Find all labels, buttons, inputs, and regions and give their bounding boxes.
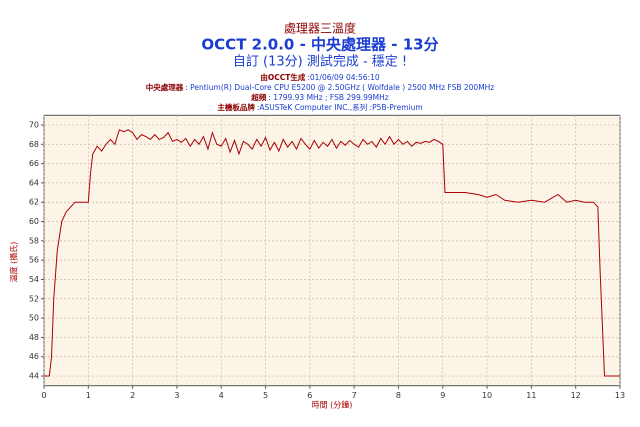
info-label: 由OCCT生成 — [260, 72, 305, 82]
x-tick-label: 13 — [615, 391, 625, 400]
y-tick-label: 44 — [29, 372, 39, 381]
x-tick-label: 1 — [86, 391, 91, 400]
y-tick-label: 66 — [29, 159, 39, 168]
y-tick-label: 54 — [29, 275, 39, 284]
y-tick-label: 52 — [29, 294, 39, 303]
chart-status: 自訂 (13分) 測試完成 - 穩定 ! — [233, 54, 407, 70]
x-axis-label: 時間 (分鐘) — [312, 400, 353, 410]
info-line: 中央處理器: Pentium(R) Dual-Core CPU E5200 @ … — [146, 82, 495, 92]
x-tick-label: 3 — [174, 391, 179, 400]
x-tick-label: 9 — [440, 391, 445, 400]
y-tick-label: 60 — [29, 217, 39, 226]
x-tick-label: 11 — [526, 391, 536, 400]
plot-area — [43, 114, 621, 387]
x-tick-label: 5 — [263, 391, 268, 400]
info-value: : 1799.93 MHz ; FSB 299.99MHz — [268, 93, 388, 102]
temperature-line — [44, 129, 620, 377]
y-tick-label: 56 — [29, 256, 39, 265]
info-label: 超頻 — [250, 92, 266, 102]
info-label: 中央處理器 — [146, 82, 184, 92]
y-tick-label: 58 — [29, 236, 39, 245]
y-tick-label: 50 — [29, 314, 39, 323]
chart-title: 處理器三溫度 — [284, 21, 356, 36]
y-tick-label: 46 — [29, 352, 39, 361]
y-tick-label: 70 — [29, 120, 39, 129]
info-value: :ASUSTeK Computer INC.,系列 :P5B-Premium — [257, 102, 423, 112]
y-tick-label: 64 — [29, 178, 39, 187]
info-line: 由OCCT生成:01/06/09 04:56:10 — [260, 72, 380, 82]
x-tick-label: 2 — [130, 391, 135, 400]
chart-subtitle: OCCT 2.0.0 - 中央處理器 - 13分 — [201, 36, 438, 54]
y-tick-label: 48 — [29, 333, 39, 342]
y-axis-label: 溫度 (攝氏) — [9, 242, 19, 283]
info-line: 超頻: 1799.93 MHz ; FSB 299.99MHz — [250, 92, 388, 102]
info-value: :01/06/09 04:56:10 — [307, 73, 380, 82]
x-tick-label: 10 — [482, 391, 492, 400]
x-tick-label: 12 — [571, 391, 581, 400]
info-line: 主機板品牌:ASUSTeK Computer INC.,系列 :P5B-Prem… — [217, 102, 422, 112]
x-tick-label: 7 — [352, 391, 357, 400]
x-tick-label: 4 — [219, 391, 224, 400]
y-tick-label: 68 — [29, 140, 39, 149]
info-value: : Pentium(R) Dual-Core CPU E5200 @ 2.50G… — [185, 83, 494, 92]
y-tick-label: 62 — [29, 198, 39, 207]
info-label: 主機板品牌 — [217, 102, 255, 112]
x-tick-label: 8 — [396, 391, 401, 400]
x-tick-label: 6 — [307, 391, 312, 400]
x-tick-label: 0 — [41, 391, 46, 400]
